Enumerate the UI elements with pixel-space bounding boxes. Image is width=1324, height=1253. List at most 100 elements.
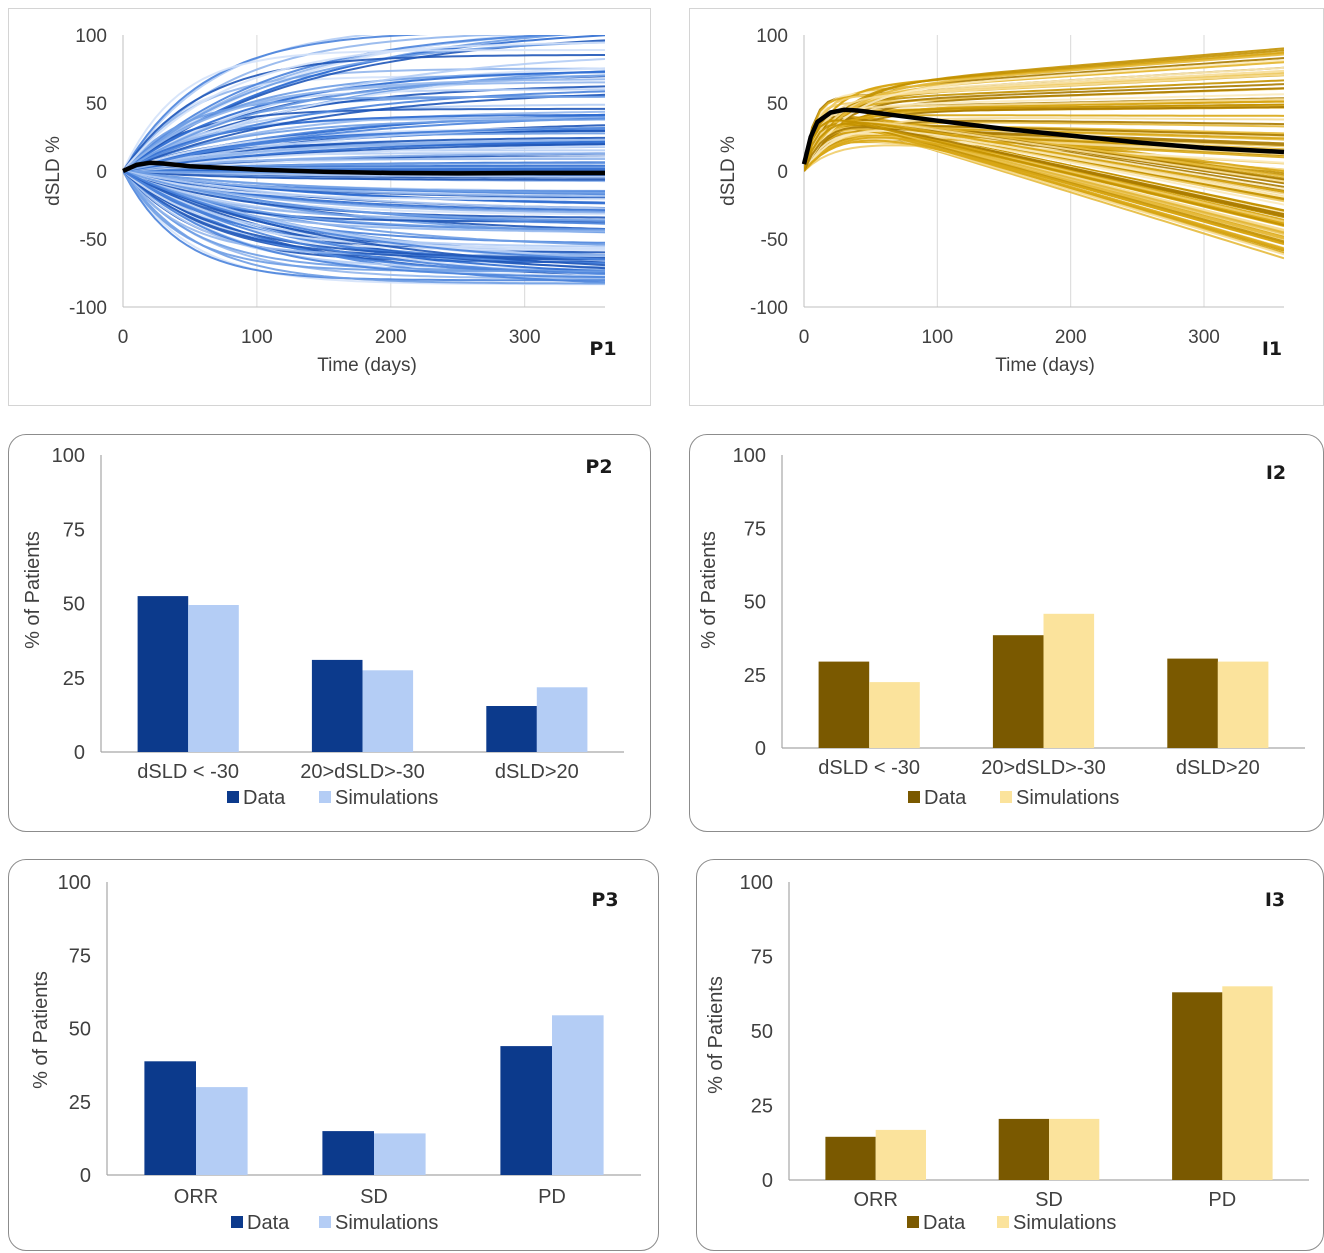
- y-tick-label: 100: [733, 445, 766, 467]
- legend-label: Simulations: [335, 1212, 438, 1234]
- simulated-trajectory: [123, 118, 605, 172]
- y-tick-label: 100: [740, 872, 773, 894]
- category-label: 20>dSLD>-30: [300, 761, 425, 783]
- y-tick-label: 75: [751, 947, 773, 969]
- chart-panel-I3: ORR SD PD 0 25 50 75 100 % of Patients Data Simula…: [696, 859, 1324, 1251]
- simulated-trajectory: [123, 145, 605, 172]
- simulated-trajectory: [123, 58, 605, 172]
- y-tick-label: 75: [63, 519, 85, 541]
- y-tick-label: -100: [750, 298, 788, 319]
- simulated-trajectory: [804, 127, 1284, 250]
- panel-label: P1: [589, 338, 616, 360]
- category-label: SD: [360, 1186, 388, 1208]
- y-tick-label: 75: [744, 518, 766, 540]
- y-tick-label: 100: [75, 26, 107, 47]
- simulated-trajectory: [123, 35, 375, 172]
- simulated-trajectory: [123, 170, 605, 279]
- simulated-trajectory: [123, 170, 605, 259]
- simulated-trajectory: [123, 170, 605, 267]
- simulated-trajectory: [123, 54, 605, 172]
- chart-panel-P2: dSLD < -30 20>dSLD>-30 dSLD>20 0 25 50 75 100 % …: [8, 434, 651, 832]
- chart-svg-P2: dSLD < -30 20>dSLD>-30 dSLD>20 0 25 50 75 100 % …: [22, 445, 624, 809]
- simulated-trajectory: [804, 53, 1284, 172]
- simulated-trajectory: [804, 119, 1284, 227]
- chart-svg-P1: -100 -50 0 50 100 0 100 200 300 Time (days) dSLD %…: [43, 26, 617, 376]
- legend-swatch: [319, 791, 331, 803]
- category-label: PD: [538, 1186, 566, 1208]
- simulated-trajectory: [123, 35, 429, 172]
- y-tick-label: 50: [63, 594, 85, 616]
- y-tick-label: 25: [69, 1092, 91, 1114]
- category-label: ORR: [174, 1186, 218, 1208]
- panel-label: P2: [585, 456, 612, 478]
- y-tick-label: 0: [74, 742, 85, 764]
- x-tick-label: 200: [375, 327, 407, 348]
- y-tick-label: 100: [52, 445, 85, 467]
- y-tick-label: 100: [756, 26, 788, 47]
- simulated-trajectory: [123, 116, 605, 172]
- y-tick-label: 25: [63, 668, 85, 690]
- bar-data: [500, 1046, 552, 1175]
- bar-data: [137, 596, 189, 752]
- y-tick-label: 50: [86, 94, 107, 115]
- legend-label: Simulations: [1016, 787, 1119, 809]
- simulated-trajectory: [123, 93, 605, 172]
- legend-label: Data: [243, 787, 286, 809]
- mean-line: [122, 160, 605, 176]
- chart-svg-I3: ORR SD PD 0 25 50 75 100 % of Patients Data Simula…: [705, 872, 1309, 1234]
- simulated-trajectory: [123, 41, 605, 172]
- bar-data: [1172, 992, 1223, 1180]
- y-axis-title: dSLD %: [718, 136, 739, 206]
- y-tick-label: 25: [751, 1096, 773, 1118]
- y-axis-title: dSLD %: [43, 136, 64, 206]
- y-tick-label: 25: [744, 665, 766, 687]
- simulated-trajectory: [804, 106, 1284, 172]
- bar-data: [992, 635, 1044, 748]
- legend-label: Data: [247, 1212, 290, 1234]
- simulated-trajectory: [123, 152, 605, 172]
- category-label: dSLD>20: [1176, 757, 1260, 779]
- bar-simulations: [1222, 986, 1273, 1180]
- y-tick-label: 0: [96, 162, 107, 183]
- simulated-trajectory: [123, 167, 605, 172]
- y-tick-label: 0: [777, 162, 788, 183]
- simulated-trajectory: [123, 170, 605, 181]
- simulated-trajectory: [123, 78, 605, 172]
- legend-swatch: [231, 1216, 243, 1228]
- panel-label: I3: [1265, 889, 1285, 911]
- simulated-trajectory: [123, 170, 605, 222]
- simulated-trajectory: [123, 170, 605, 194]
- simulated-trajectory: [123, 170, 605, 214]
- x-tick-label: 200: [1055, 327, 1087, 348]
- simulated-trajectory: [804, 47, 1284, 172]
- simulated-trajectory: [804, 129, 1284, 198]
- chart-svg-P3: ORR SD PD 0 25 50 75 100 % of Patients Data Simula…: [30, 872, 641, 1234]
- simulated-trajectory: [804, 79, 1284, 172]
- x-tick-label: 300: [1188, 327, 1220, 348]
- bar-data: [825, 1136, 876, 1180]
- panel-label: I2: [1266, 462, 1286, 484]
- category-label: dSLD < -30: [137, 761, 239, 783]
- simulated-trajectory: [123, 138, 605, 172]
- simulated-trajectory: [123, 170, 605, 261]
- bar-data: [818, 661, 870, 748]
- panel-label: P3: [591, 889, 618, 911]
- bar-simulations: [552, 1015, 604, 1175]
- chart-panel-P3: ORR SD PD 0 25 50 75 100 % of Patients Data Simula…: [8, 859, 659, 1251]
- simulated-trajectory: [123, 170, 605, 261]
- simulated-trajectory: [123, 170, 605, 201]
- legend-swatch: [907, 1216, 919, 1228]
- bar-data: [144, 1061, 196, 1175]
- bar-simulations: [1043, 613, 1095, 748]
- y-tick-label: -50: [761, 230, 788, 251]
- bar-simulations: [196, 1087, 248, 1175]
- simulated-trajectory: [123, 74, 605, 172]
- trajectory-bundle: [123, 35, 605, 286]
- simulated-trajectory: [804, 98, 1284, 172]
- legend-swatch: [319, 1216, 331, 1228]
- legend-swatch: [997, 1216, 1009, 1228]
- simulated-trajectory: [123, 170, 605, 210]
- y-tick-label: 50: [69, 1019, 91, 1041]
- x-tick-label: 300: [509, 327, 541, 348]
- chart-panel-I1: -100 -50 0 50 100 0 100 200 300 Time (days) dSLD %…: [689, 8, 1324, 406]
